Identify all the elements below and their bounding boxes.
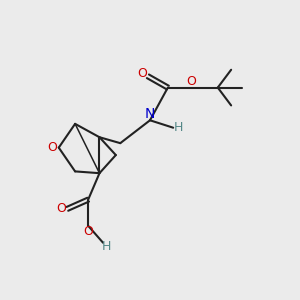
Text: H: H [102,240,111,253]
Text: O: O [83,225,93,238]
Text: O: O [187,75,196,88]
Text: O: O [56,202,66,215]
Text: H: H [174,121,183,134]
Text: O: O [137,68,147,80]
Text: N: N [145,107,155,121]
Text: O: O [47,141,57,154]
